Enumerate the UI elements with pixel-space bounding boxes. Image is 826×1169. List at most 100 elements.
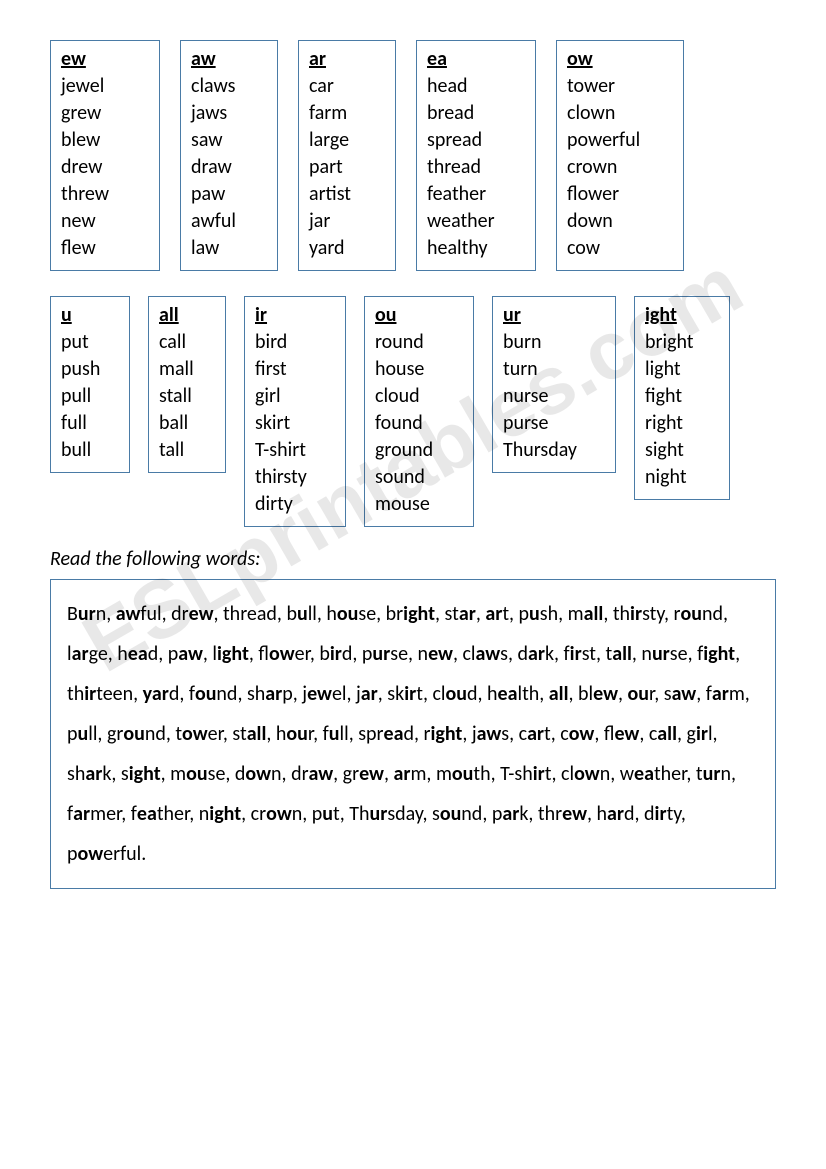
reading-segment: ight xyxy=(129,762,161,786)
reading-segment: ir xyxy=(696,722,708,746)
reading-segment: ight xyxy=(209,802,241,826)
word-item: purse xyxy=(503,410,605,437)
reading-segment: ea xyxy=(634,762,654,786)
reading-segment: n, dr xyxy=(271,762,309,786)
word-item: grew xyxy=(61,100,149,127)
reading-segment: ful, dr xyxy=(140,602,188,626)
word-item: tower xyxy=(567,73,673,100)
reading-segment: ur xyxy=(369,802,387,826)
word-item: crown xyxy=(567,154,673,181)
word-item: large xyxy=(309,127,385,154)
reading-segment: mer, f xyxy=(90,802,137,826)
word-group-header: ight xyxy=(645,303,719,327)
reading-segment: ar xyxy=(73,802,90,826)
reading-segment: ar xyxy=(265,682,282,706)
reading-segment: aw xyxy=(477,722,502,746)
reading-segment: d, p xyxy=(342,642,373,666)
word-item: ground xyxy=(375,437,463,464)
reading-segment: t, p xyxy=(502,602,529,626)
reading-segment: ew xyxy=(614,722,639,746)
word-group-header: aw xyxy=(191,47,267,71)
reading-segment: ir xyxy=(570,642,582,666)
word-group-header: ir xyxy=(255,303,335,327)
word-item: head xyxy=(427,73,525,100)
reading-segment: , sk xyxy=(378,682,404,706)
reading-segment: ur xyxy=(78,602,96,626)
reading-segment: lth, xyxy=(517,682,548,706)
reading-segment: ight xyxy=(403,602,435,626)
reading-segment: , xyxy=(618,682,628,706)
reading-segment: ow xyxy=(269,642,295,666)
word-item: girl xyxy=(255,383,335,410)
word-item: jar xyxy=(309,208,385,235)
reading-segment: p, j xyxy=(282,682,307,706)
reading-segment: ge, h xyxy=(89,642,128,666)
reading-segment: th, T-sh xyxy=(473,762,532,786)
reading-segment: u xyxy=(297,602,308,626)
reading-segment: ow xyxy=(569,722,595,746)
word-group-box: awclawsjawssawdrawpawawfullaw xyxy=(180,40,278,271)
reading-segment: s, d xyxy=(500,642,528,666)
reading-segment: u xyxy=(329,722,340,746)
word-item: put xyxy=(61,329,119,356)
reading-segment: , fl xyxy=(249,642,269,666)
reading-segment: ew xyxy=(359,762,384,786)
reading-segment: , g xyxy=(677,722,696,746)
reading-segment: , cl xyxy=(453,642,476,666)
reading-segment: ew xyxy=(593,682,618,706)
reading-segment: , cr xyxy=(241,802,266,826)
reading-segment: t, cl xyxy=(545,762,574,786)
reading-segment: n, p xyxy=(292,802,323,826)
reading-segment: ir xyxy=(330,642,342,666)
reading-segment: ar xyxy=(72,642,89,666)
word-item: found xyxy=(375,410,463,437)
reading-segment: ou xyxy=(446,682,467,706)
reading-segment: ou xyxy=(195,682,216,706)
word-item: bull xyxy=(61,437,119,464)
word-group-box: ouroundhousecloudfoundgroundsoundmouse xyxy=(364,296,474,527)
word-item: cloud xyxy=(375,383,463,410)
word-item: mouse xyxy=(375,491,463,518)
reading-segment: ur xyxy=(652,642,670,666)
reading-segment: ea xyxy=(137,802,157,826)
reading-segment: , h xyxy=(587,802,607,826)
instruction-text: Read the following words: xyxy=(50,547,776,571)
reading-segment: yar xyxy=(143,682,169,706)
word-group-header: ow xyxy=(567,47,673,71)
reading-segment: , m xyxy=(161,762,187,786)
word-item: nurse xyxy=(503,383,605,410)
reading-segment: aw xyxy=(672,682,697,706)
reading-segment: ar xyxy=(527,722,544,746)
reading-segment: nd, sh xyxy=(216,682,265,706)
reading-segment: ea xyxy=(128,642,148,666)
word-item: jaws xyxy=(191,100,267,127)
word-item: flew xyxy=(61,235,149,262)
reading-segment: ow xyxy=(266,802,292,826)
reading-segment: m, m xyxy=(410,762,451,786)
reading-segment: aw xyxy=(309,762,334,786)
word-item: threw xyxy=(61,181,149,208)
reading-segment: , h xyxy=(266,722,286,746)
reading-segment: ea xyxy=(384,722,404,746)
word-item: mall xyxy=(159,356,215,383)
word-group-box: irbirdfirstgirlskirtT-shirtthirstydirty xyxy=(244,296,346,527)
word-group-box: ewjewelgrewblewdrewthrewnewflew xyxy=(50,40,160,271)
reading-segment: r, s xyxy=(649,682,672,706)
reading-segment: ou xyxy=(440,802,461,826)
reading-segment: nd, t xyxy=(145,722,182,746)
reading-segment: ir xyxy=(630,602,642,626)
reading-segment: aw xyxy=(178,642,203,666)
reading-segment: ou xyxy=(186,762,207,786)
word-item: thread xyxy=(427,154,525,181)
reading-segment: ew xyxy=(307,682,332,706)
reading-segment: se, f xyxy=(670,642,703,666)
reading-segment: r, f xyxy=(308,722,329,746)
word-group-box: allcallmallstallballtall xyxy=(148,296,226,473)
word-item: awful xyxy=(191,208,267,235)
reading-segment: ow xyxy=(78,842,104,866)
word-item: healthy xyxy=(427,235,525,262)
word-item: paw xyxy=(191,181,267,208)
reading-segment: , bl xyxy=(569,682,594,706)
reading-segment: teen, xyxy=(96,682,142,706)
word-item: feather xyxy=(427,181,525,208)
